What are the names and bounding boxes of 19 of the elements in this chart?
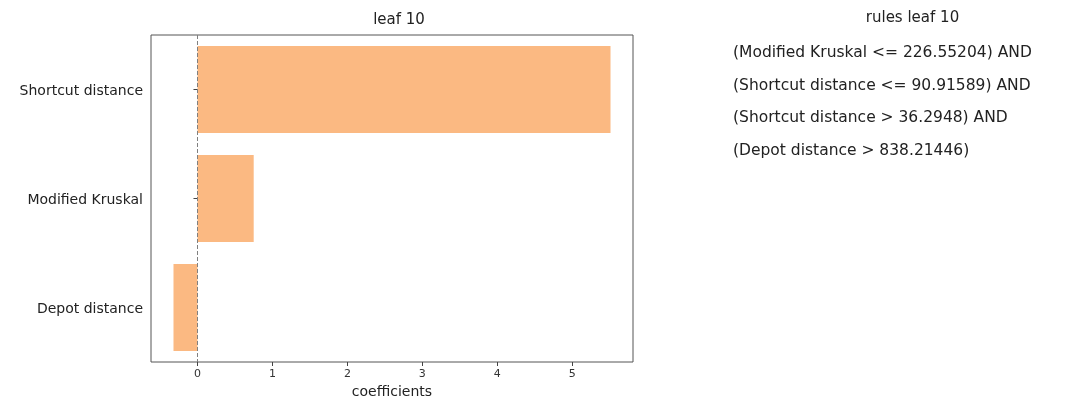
y-tick-label: Depot distance (36, 299, 143, 316)
x-axis-title: coefficients (351, 383, 433, 399)
x-tick-label: 3 (418, 367, 426, 380)
x-tick-label: 5 (568, 367, 576, 380)
x-tick-label: 2 (343, 367, 351, 380)
x-tick-label: 0 (193, 367, 201, 380)
text: (Depot distance > 838.21446) (732, 139, 971, 161)
bar (173, 263, 198, 352)
text: (Shortcut distance <= 90.91589) AND (732, 74, 1032, 96)
text: (Shortcut distance > 36.2948) AND (732, 107, 1009, 128)
text: rules leaf 10 (864, 8, 961, 26)
chart-title: leaf 10 (373, 9, 425, 28)
x-tick-label: 1 (268, 367, 276, 380)
y-tick-label: Modified Kruskal (27, 190, 143, 207)
x-tick-label: 4 (493, 367, 501, 380)
bar (197, 154, 254, 243)
text: (Modified Kruskal <= 226.55204) AND (732, 42, 1033, 63)
bar (197, 45, 611, 134)
y-tick-label: Shortcut distance (19, 81, 143, 98)
